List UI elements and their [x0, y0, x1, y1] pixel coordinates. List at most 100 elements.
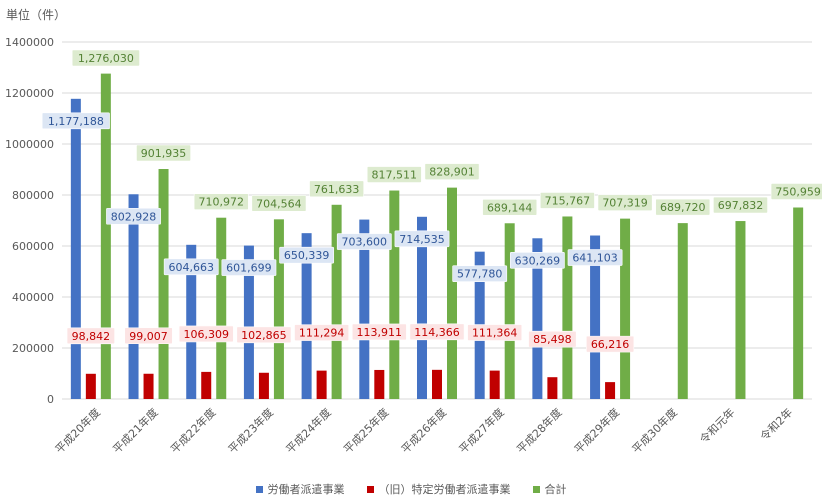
data-label-text: 828,901 — [429, 166, 475, 179]
y-tick-labels: 0 200000 400000 600000 800000 1000000 1200000 1… — [5, 36, 54, 406]
legend-item-worker: 労働者派遣事業 — [255, 481, 345, 497]
legend-swatch-worker — [255, 485, 263, 493]
data-label-text: 714,535 — [399, 233, 445, 246]
bar-specific — [316, 370, 327, 399]
data-label-text: 817,511 — [372, 169, 418, 182]
data-label-text: 689,720 — [660, 201, 706, 214]
data-label-text: 66,216 — [591, 338, 630, 351]
data-labels: 1,177,188 98,842 1,276,030 802,928 99,007 901… — [41, 49, 822, 353]
bar-worker — [243, 245, 254, 399]
x-tick-label: 平成20年度 — [52, 405, 103, 456]
data-label-box — [336, 233, 392, 250]
data-label-box — [279, 246, 335, 264]
data-label-total: 710,972 — [193, 193, 249, 211]
data-label-text: 99,007 — [129, 330, 168, 343]
data-label-box — [567, 249, 623, 266]
data-label-box — [71, 49, 140, 67]
bar-worker — [186, 244, 197, 399]
data-label-text: 106,309 — [183, 328, 229, 341]
data-label-box — [528, 330, 577, 348]
data-label-total: 817,511 — [366, 166, 422, 183]
data-label-text: 111,364 — [472, 327, 518, 340]
y-tick-label: 1000000 — [5, 138, 54, 151]
data-label-box — [409, 323, 465, 341]
data-label-text: 703,600 — [342, 236, 388, 249]
data-label-box — [193, 193, 249, 211]
legend-item-total: 合計 — [532, 481, 567, 497]
data-label-text: 102,865 — [241, 329, 287, 342]
data-label-text: 901,935 — [141, 147, 187, 160]
data-label-specific: 98,842 — [66, 327, 115, 345]
unit-label: 単位（件） — [6, 8, 67, 22]
data-label-total: 704,564 — [251, 195, 307, 212]
data-label-box — [452, 265, 508, 282]
data-label-box — [585, 335, 635, 353]
data-label-text: 750,959 — [775, 186, 821, 199]
data-label-box — [221, 259, 277, 276]
data-label-specific: 114,366 — [409, 323, 465, 341]
bar-specific — [143, 373, 154, 399]
x-tick-label: 平成28年度 — [514, 405, 565, 456]
legend-swatch-total — [532, 485, 540, 493]
bar-total — [331, 204, 342, 399]
data-label-text: 85,498 — [533, 333, 572, 346]
x-tick-label: 平成27年度 — [456, 405, 507, 456]
data-label-text: 630,269 — [515, 254, 561, 267]
data-label-box — [294, 324, 350, 341]
data-label-text: 1,276,030 — [78, 52, 134, 65]
y-tick-label: 200000 — [12, 342, 54, 355]
data-label-specific: 99,007 — [124, 327, 173, 345]
x-tick-label: 平成25年度 — [341, 405, 392, 456]
data-label-worker: 802,928 — [106, 207, 161, 225]
bar-worker — [301, 233, 312, 399]
bar-worker — [70, 98, 81, 399]
data-label-text: 715,767 — [545, 194, 591, 207]
bar-specific — [605, 382, 616, 399]
bar-total — [447, 187, 457, 399]
bar-worker — [590, 235, 601, 399]
data-label-text: 113,911 — [357, 326, 403, 339]
bar-worker — [128, 194, 139, 399]
data-label-text: 710,972 — [198, 196, 244, 209]
data-label-box — [539, 192, 595, 209]
data-label-box — [655, 198, 711, 216]
data-label-box — [124, 327, 173, 345]
data-label-total: 901,935 — [136, 144, 191, 162]
bar-total — [677, 223, 688, 399]
bar-worker — [359, 219, 370, 399]
data-label-box — [106, 207, 161, 225]
data-label-box — [482, 198, 538, 216]
data-label-total: 689,720 — [655, 198, 711, 216]
bar-specific — [374, 369, 385, 399]
bar-total — [100, 73, 111, 399]
data-label-box — [424, 163, 480, 180]
legend: 労働者派遣事業 （旧）特定労働者派遣事業 合計 — [0, 481, 822, 497]
data-label-text: 577,780 — [457, 268, 503, 281]
data-label-box — [394, 230, 450, 248]
bar-total — [793, 207, 804, 399]
x-tick-labels: 平成20年度 平成21年度 平成22年度 平成23年度 平成24年度 平成25年度 平成26… — [52, 405, 795, 456]
data-label-specific: 111,364 — [467, 324, 523, 341]
data-label-total: 715,767 — [539, 192, 595, 209]
bar-total — [504, 223, 515, 399]
data-label-box — [509, 251, 565, 269]
data-label-text: 697,832 — [718, 199, 764, 212]
bar-specific — [489, 370, 500, 399]
data-label-worker: 1,177,188 — [41, 112, 110, 130]
data-label-text: 114,366 — [414, 326, 460, 339]
bar-total — [735, 221, 746, 399]
data-label-text: 802,928 — [111, 210, 157, 223]
data-label-total: 707,319 — [597, 194, 653, 211]
data-label-worker: 577,780 — [452, 265, 508, 282]
data-label-text: 111,294 — [299, 327, 345, 340]
data-label-box — [251, 195, 307, 212]
data-label-text: 761,633 — [314, 183, 360, 196]
legend-swatch-specific — [366, 485, 374, 493]
data-label-specific: 113,911 — [351, 323, 407, 341]
x-tick-label: 令和2年 — [757, 405, 795, 443]
legend-label-specific: （旧）特定労働者派遣事業 — [378, 483, 511, 496]
bar-worker — [532, 238, 543, 399]
x-tick-label: 平成22年度 — [167, 405, 218, 456]
y-tick-label: 1400000 — [5, 36, 54, 49]
